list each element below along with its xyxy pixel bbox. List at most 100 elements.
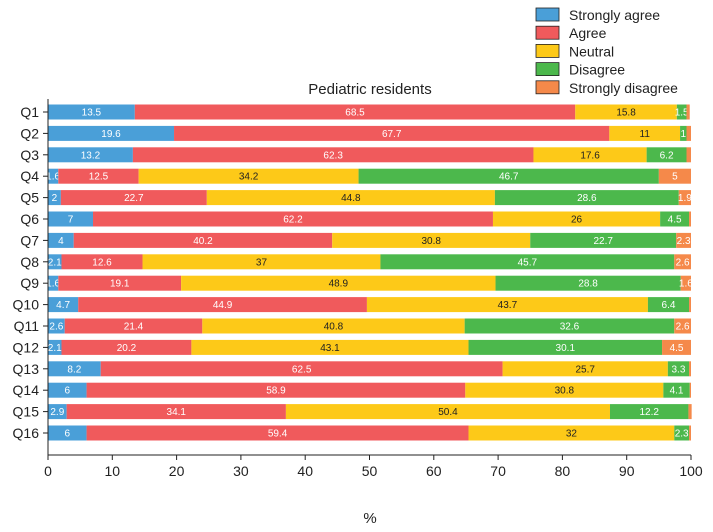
bars-group: 13.5 68.5 15.8 1.519.6 67.7 11 113.2 62.3 17.6 6.… <box>46 104 693 441</box>
bar-segment-q10-series-3 <box>647 297 690 313</box>
bar-segment-q14-series-2 <box>465 382 664 398</box>
data-label-q3-series-1: 62.3 <box>323 150 343 161</box>
y-tick-label-q12: Q12 <box>13 339 40 355</box>
bar-segment-q16-series-2 <box>468 425 675 441</box>
data-label-q13-series-2: 25.7 <box>575 364 595 375</box>
x-axis-title: % <box>363 510 376 527</box>
legend-label-3: Disagree <box>569 62 625 78</box>
data-label-q12-series-4: 4.5 <box>670 343 684 354</box>
data-label-q13-series-0: 8.2 <box>67 364 81 375</box>
legend-swatch-3 <box>535 62 560 76</box>
bar-segment-q4-series-4 <box>658 168 691 184</box>
bar-segment-q14-series-4 <box>689 382 691 398</box>
bar-segment-q16-series-3 <box>674 425 690 441</box>
bar-segment-q15-series-3 <box>609 404 689 420</box>
bar-segment-q11-series-3 <box>464 318 675 334</box>
y-tick-label-q1: Q1 <box>20 104 39 120</box>
bar-segment-q9-series-2 <box>181 275 496 291</box>
bar-segment-q1-series-1 <box>134 104 576 120</box>
legend-swatch-2 <box>535 44 560 58</box>
bar-segment-q8-series-2 <box>142 254 381 270</box>
bar-segment-q15-series-1 <box>66 404 286 420</box>
data-label-q5-series-4: 1.9 <box>678 193 692 204</box>
bar-segment-q2-series-4 <box>686 125 691 141</box>
axes-group: Q1 Q2 Q3 Q4 Q5 Q6 Q7 Q8 Q9 Q10 Q11 Q12 Q13 Q14 Q15 Q16 0… <box>13 99 703 479</box>
data-label-q1-series-3: 1.5 <box>675 108 689 119</box>
bar-segment-q8-series-1 <box>61 254 143 270</box>
y-tick-label-q9: Q9 <box>20 275 39 291</box>
x-tick-label-60: 60 <box>426 463 442 479</box>
data-label-q3-series-0: 13.2 <box>81 150 101 161</box>
data-label-q16-series-3: 2.3 <box>675 429 689 440</box>
bar-segment-q8-series-0 <box>48 254 62 270</box>
data-label-q8-series-1: 12.6 <box>92 257 112 268</box>
data-label-q11-series-1: 21.4 <box>124 322 144 333</box>
bar-row-q12: 2.1 20.2 43.1 30.1 4.5 <box>48 339 691 355</box>
bar-segment-q1-series-0 <box>48 104 135 120</box>
data-label-q12-series-3: 30.1 <box>556 343 576 354</box>
bar-segment-q13-series-4 <box>689 361 691 377</box>
bar-segment-q7-series-2 <box>332 232 531 248</box>
data-label-q5-series-3: 28.6 <box>577 193 597 204</box>
bar-segment-q3-series-0 <box>48 147 133 163</box>
data-label-q5-series-0: 2 <box>52 193 58 204</box>
data-label-q7-series-0: 4 <box>58 236 64 247</box>
y-tick-label-q6: Q6 <box>20 211 39 227</box>
x-tick-label-30: 30 <box>233 463 249 479</box>
data-label-q12-series-1: 20.2 <box>117 343 137 354</box>
bar-segment-q16-series-1 <box>86 425 469 441</box>
bar-segment-q2-series-2 <box>609 125 681 141</box>
bar-segment-q11-series-1 <box>64 318 203 334</box>
x-tick-label-50: 50 <box>362 463 378 479</box>
data-label-q15-series-3: 12.2 <box>639 407 659 418</box>
data-label-q10-series-1: 44.9 <box>213 300 233 311</box>
bar-segment-q16-series-0 <box>48 425 87 441</box>
data-label-q3-series-3: 6.2 <box>660 150 674 161</box>
data-label-q3-series-2: 17.6 <box>580 150 600 161</box>
bar-segment-q16-series-4 <box>689 425 691 441</box>
bar-segment-q5-series-3 <box>494 190 679 206</box>
bar-segment-q13-series-1 <box>100 361 503 377</box>
legend-label-1: Agree <box>569 25 607 41</box>
data-label-q4-series-1: 12.5 <box>89 172 109 183</box>
y-tick-label-q11: Q11 <box>14 318 40 334</box>
bar-segment-q8-series-4 <box>674 254 691 270</box>
bar-segment-q5-series-0 <box>48 190 61 206</box>
bar-row-q1: 13.5 68.5 15.8 1.5 <box>48 104 690 120</box>
y-tick-label-q15: Q15 <box>13 404 40 420</box>
bar-segment-q12-series-3 <box>468 339 663 355</box>
data-label-q4-series-3: 46.7 <box>499 172 519 183</box>
data-label-q2-series-1: 67.7 <box>382 129 402 140</box>
bar-segment-q13-series-2 <box>502 361 668 377</box>
bar-segment-q4-series-0 <box>48 168 59 184</box>
bar-segment-q15-series-0 <box>48 404 67 420</box>
data-label-q4-series-0: 1.6 <box>46 172 60 183</box>
data-label-q6-series-1: 62.2 <box>283 215 303 226</box>
bar-segment-q4-series-2 <box>138 168 359 184</box>
data-label-q16-series-2: 32 <box>566 429 578 440</box>
data-label-q13-series-3: 3.3 <box>672 364 686 375</box>
data-label-q1-series-2: 15.8 <box>616 108 636 119</box>
bar-row-q6: 7 62.2 26 4.5 <box>48 211 691 227</box>
bar-row-q4: 1.6 12.5 34.2 46.7 5 <box>46 168 691 184</box>
bar-segment-q9-series-3 <box>495 275 681 291</box>
data-label-q6-series-3: 4.5 <box>668 215 682 226</box>
bar-segment-q6-series-4 <box>689 211 691 227</box>
x-tick-label-40: 40 <box>297 463 313 479</box>
bar-segment-q10-series-2 <box>366 297 648 313</box>
y-tick-label-q16: Q16 <box>13 425 40 441</box>
data-label-q10-series-0: 4.7 <box>56 300 70 311</box>
bar-segment-q14-series-0 <box>48 382 87 398</box>
x-tick-label-20: 20 <box>169 463 185 479</box>
bar-segment-q12-series-1 <box>61 339 192 355</box>
bar-row-q14: 6 58.9 30.8 4.1 <box>48 382 691 398</box>
bar-segment-q12-series-4 <box>662 339 691 355</box>
x-tick-label-0: 0 <box>44 463 52 479</box>
data-label-q7-series-1: 40.2 <box>193 236 213 247</box>
bar-segment-q10-series-1 <box>78 297 367 313</box>
bar-segment-q12-series-2 <box>191 339 469 355</box>
bar-segment-q10-series-4 <box>689 297 691 313</box>
bar-segment-q7-series-0 <box>48 232 74 248</box>
data-label-q12-series-2: 43.1 <box>320 343 340 354</box>
